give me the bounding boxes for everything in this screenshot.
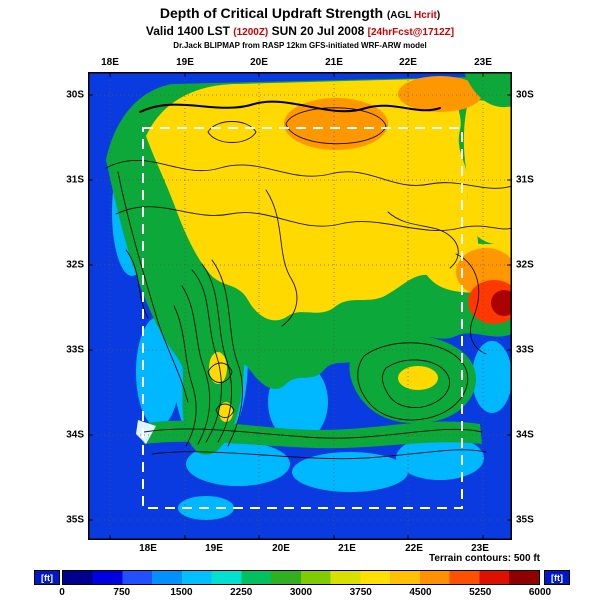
lat-label-right: 30S xyxy=(516,89,534,101)
title-paren-close: ) xyxy=(436,10,441,21)
lat-label-right: 33S xyxy=(516,344,534,356)
colorbar-tick: 4500 xyxy=(409,587,432,598)
lat-label-left: 33S xyxy=(66,344,84,356)
terrain-contour-thick xyxy=(139,100,441,113)
page-title: Depth of Critical Updraft Strength (AGL … xyxy=(0,5,600,21)
lon-label-bottom: 18E xyxy=(139,543,157,554)
colorbar-ticks: 0 750 1500 2250 3000 3750 4500 5250 6000 xyxy=(59,587,551,600)
lat-label-left: 34S xyxy=(66,429,84,441)
colorbar-tick: 2250 xyxy=(230,587,253,598)
latlon-grid xyxy=(88,72,512,540)
lat-label-left: 30S xyxy=(66,89,84,101)
colorbar-tick: 6000 xyxy=(528,587,552,598)
lat-label-right: 32S xyxy=(516,259,534,271)
colorbar-tick: 750 xyxy=(113,587,131,598)
plot-frame xyxy=(88,72,512,540)
valid-date: SUN 20 Jul 2008 xyxy=(268,24,368,38)
colorbar-tick: 3000 xyxy=(289,587,313,598)
lon-label-bottom: 19E xyxy=(205,543,223,554)
colorbar-tick: 3750 xyxy=(349,587,372,598)
colorbar-unit-right: [ft] xyxy=(544,570,570,585)
colorbar-tick: 0 xyxy=(59,587,65,598)
valid-time-line: Valid 1400 LST (1200Z) SUN 20 Jul 2008 [… xyxy=(0,24,600,38)
lat-label-right: 35S xyxy=(516,514,534,526)
colorbar-tick: 1500 xyxy=(170,587,193,598)
title-paren: (AGL Hcrit) xyxy=(387,10,440,21)
map-plot xyxy=(88,72,512,540)
lon-label-top: 19E xyxy=(176,57,194,68)
valid-zulu: (1200Z) xyxy=(233,27,269,38)
lon-label-top: 22E xyxy=(399,57,417,68)
lat-label-left: 31S xyxy=(66,174,84,186)
terrain-contour-lines xyxy=(105,107,512,460)
lon-label-bottom: 22E xyxy=(405,543,423,554)
valid-prefix: Valid 1400 LST xyxy=(145,24,234,38)
colorbar-unit-left: [ft] xyxy=(34,570,60,585)
terrain-contours-note: Terrain contours: 500 ft xyxy=(429,553,540,564)
inner-domain-box xyxy=(142,127,463,509)
field-green-corner xyxy=(464,72,512,108)
lon-label-bottom: 21E xyxy=(338,543,356,554)
colorbar-tick: 5250 xyxy=(469,587,492,598)
lon-label-bottom: 23E xyxy=(471,543,489,554)
lon-label-top: 21E xyxy=(325,57,343,68)
colorbar-gradient xyxy=(62,570,540,585)
lat-label-left: 32S xyxy=(66,259,84,271)
title-text: Depth of Critical Updraft Strength xyxy=(159,5,387,21)
lon-label-top: 23E xyxy=(474,57,492,68)
lon-label-bottom: 20E xyxy=(272,543,290,554)
title-paren-red: Hcrit xyxy=(414,10,437,21)
title-paren-prefix: (AGL xyxy=(386,10,415,21)
lat-label-left: 35S xyxy=(66,514,84,526)
lat-label-right: 31S xyxy=(516,174,534,186)
model-source-line: Dr.Jack BLIPMAP from RASP 12km GFS-initi… xyxy=(173,41,427,50)
lat-label-right: 34S xyxy=(516,429,534,441)
forecast-tag: [24hrFcst@1712Z] xyxy=(367,27,455,38)
lon-label-top: 20E xyxy=(250,57,268,68)
lon-label-top: 18E xyxy=(101,57,119,68)
